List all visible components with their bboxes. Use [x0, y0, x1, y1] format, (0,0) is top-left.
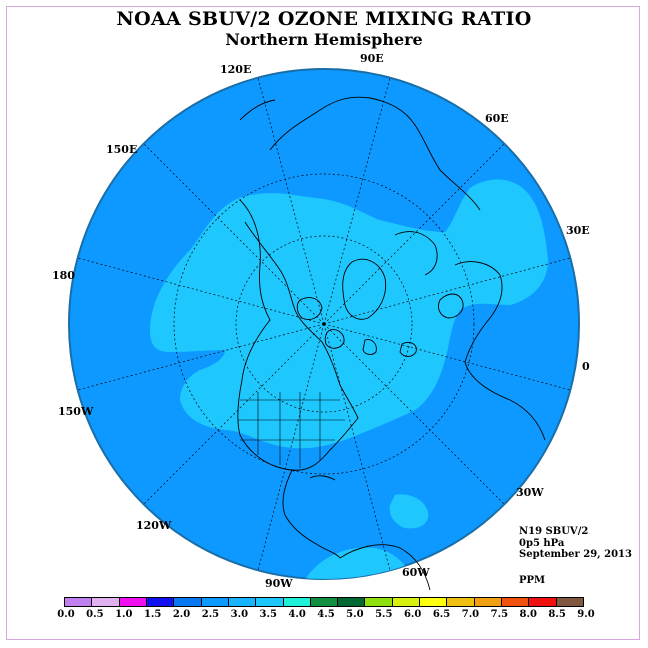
colorbar-tick-label: 3.0: [230, 609, 249, 620]
colorbar-tick-label: 7.5: [490, 609, 509, 620]
colorbar-tick-label: 6.0: [403, 609, 422, 620]
colorbar-tick-label: 2.5: [201, 609, 220, 620]
north-pole-marker: [322, 322, 326, 326]
pressure-level-label: 0p5 hPa: [519, 538, 565, 549]
lon-label-90e: 90E: [360, 52, 384, 65]
colorbar-segment: [502, 598, 530, 606]
colorbar-tick-label: 3.5: [259, 609, 277, 620]
colorbar-tick-label: 9.0: [577, 609, 595, 620]
lon-label-0: 0: [582, 360, 590, 373]
meridian-line: [323, 77, 391, 325]
colorbar-segment: [529, 598, 557, 606]
ozone-field-3-0-3-5: [150, 179, 548, 449]
colorbar-segment: [92, 598, 120, 606]
colorbar-segment: [474, 598, 502, 606]
colorbar-segment: [228, 598, 257, 606]
colorbar-segment: [447, 598, 475, 606]
lon-label-90w: 90W: [265, 577, 293, 590]
ozone-contours: [150, 179, 548, 579]
date-label: September 29, 2013: [519, 549, 632, 560]
units-label: PPM: [519, 575, 546, 586]
colorbar-segment: [65, 598, 93, 606]
colorbar-segment: [310, 598, 339, 606]
satellite-label: N19 SBUV/2: [519, 526, 589, 537]
lon-label-30e: 30E: [566, 224, 590, 237]
colorbar-tick-label: 8.0: [519, 609, 537, 620]
colorbar-segment: [420, 598, 448, 606]
lon-label-60w: 60W: [402, 566, 430, 579]
lon-label-30w: 30W: [516, 486, 544, 499]
colorbar-segment: [338, 598, 366, 606]
colorbar-segment: [146, 598, 175, 606]
meridian-line: [257, 77, 325, 325]
colorbar-tick-label: 4.5: [317, 609, 335, 620]
meridian-line: [257, 323, 325, 571]
colorbar: [64, 597, 584, 607]
colorbar-segment: [365, 598, 393, 606]
coastlines: [237, 96, 546, 591]
colorbar-tick-label: 4.0: [288, 609, 306, 620]
colorbar-segment: [201, 598, 229, 606]
meridian-line: [323, 323, 391, 571]
meridian-line: [77, 323, 325, 391]
colorbar-tick-label: 5.5: [375, 609, 393, 620]
colorbar-segment: [556, 598, 583, 606]
map-subtitle: Northern Hemisphere: [225, 30, 423, 49]
colorbar-tick-label: 2.0: [172, 609, 191, 620]
colorbar-segment: [392, 598, 421, 606]
colorbar-tick-label: 1.0: [115, 609, 133, 620]
colorbar-tick-label: 5.0: [346, 609, 364, 620]
meridian-line: [323, 323, 571, 391]
page-frame: [6, 6, 640, 640]
meridian-line: [323, 143, 505, 325]
meridian-line: [77, 257, 325, 325]
meridian-line: [323, 323, 505, 505]
meridian-line: [143, 143, 325, 325]
colorbar-tick-label: 6.5: [432, 609, 451, 620]
map-title: NOAA SBUV/2 OZONE MIXING RATIO: [116, 8, 532, 30]
lon-label-120e: 120E: [220, 63, 252, 76]
graticule: [77, 77, 571, 571]
lon-label-180: 180: [52, 269, 75, 282]
us-state-boundaries: [238, 392, 345, 468]
colorbar-tick-label: 7.0: [461, 609, 480, 620]
colorbar-tick-label: 0.5: [86, 609, 104, 620]
meridian-line: [143, 323, 325, 505]
colorbar-segment: [174, 598, 202, 606]
colorbar-tick-label: 8.5: [548, 609, 566, 620]
colorbar-tick-label: 1.5: [143, 609, 162, 620]
lon-label-60e: 60E: [485, 112, 509, 125]
colorbar-segment: [283, 598, 311, 606]
lon-label-150w: 150W: [58, 405, 94, 418]
colorbar-tick-label: 0.0: [57, 609, 75, 620]
lon-label-120w: 120W: [136, 519, 172, 532]
ozone-field-blob: [300, 547, 412, 579]
meridian-line: [323, 257, 571, 325]
ozone-field-blob: [389, 494, 429, 529]
colorbar-segment: [119, 598, 147, 606]
lon-label-150e: 150E: [106, 143, 138, 156]
colorbar-segment: [256, 598, 284, 606]
